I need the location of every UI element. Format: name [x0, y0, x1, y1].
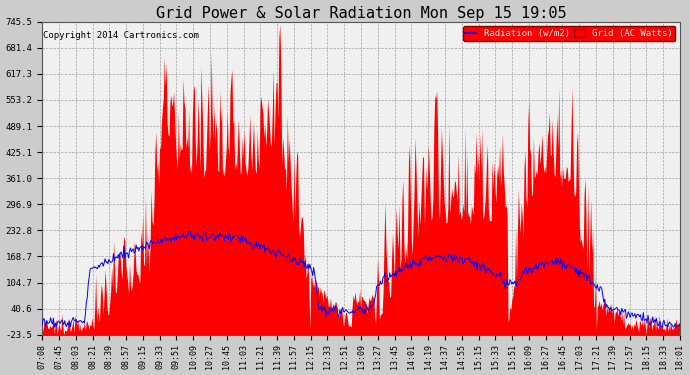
Text: Copyright 2014 Cartronics.com: Copyright 2014 Cartronics.com	[43, 31, 199, 40]
Legend: Radiation (w/m2), Grid (AC Watts): Radiation (w/m2), Grid (AC Watts)	[463, 26, 676, 40]
Title: Grid Power & Solar Radiation Mon Sep 15 19:05: Grid Power & Solar Radiation Mon Sep 15 …	[156, 6, 566, 21]
